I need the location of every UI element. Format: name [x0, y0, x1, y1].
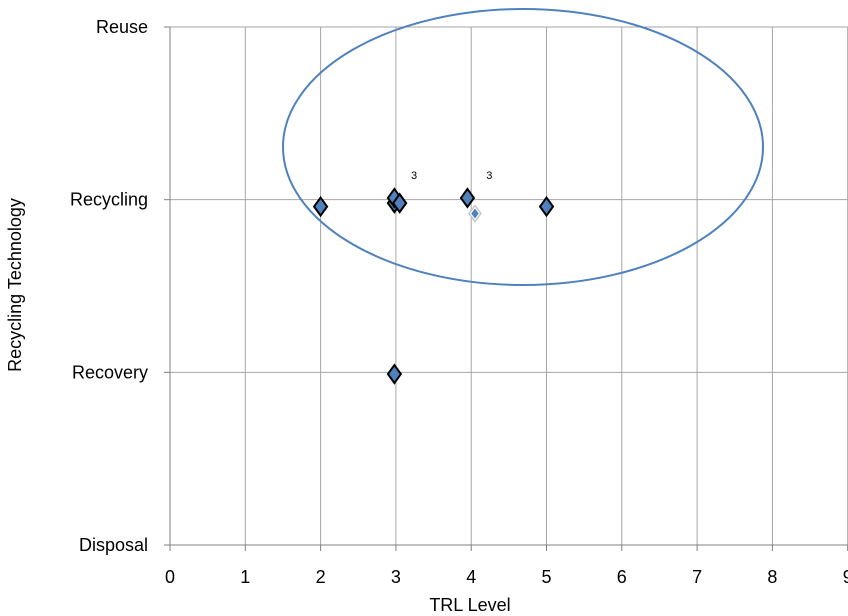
y-tick-label: Recovery — [72, 362, 148, 382]
data-points — [312, 187, 555, 385]
gridlines — [170, 26, 848, 545]
data-point — [538, 195, 555, 218]
y-axis-title: Recycling Technology — [5, 198, 25, 372]
x-tick-label: 5 — [541, 567, 551, 587]
data-point — [391, 192, 408, 214]
annotation-label: 3 — [411, 170, 417, 182]
x-tick-label: 2 — [316, 567, 326, 587]
data-point — [312, 195, 329, 218]
x-tick-labels: 0 1 2 3 4 5 6 7 8 9 — [165, 567, 848, 587]
data-point — [459, 187, 476, 209]
y-tick-label: Reuse — [96, 17, 148, 37]
y-tick-labels: Disposal Recovery Recycling Reuse — [70, 17, 148, 555]
axes — [164, 26, 848, 551]
x-axis-title: TRL Level — [429, 595, 510, 615]
data-point — [471, 208, 479, 219]
x-tick-label: 8 — [767, 567, 777, 587]
x-tick-label: 0 — [165, 567, 175, 587]
cluster-ellipse — [282, 8, 764, 286]
data-point — [386, 363, 403, 385]
x-tick-label: 4 — [466, 567, 476, 587]
x-tick-label: 1 — [240, 567, 250, 587]
x-tick-label: 7 — [692, 567, 702, 587]
x-tick-label: 9 — [843, 567, 848, 587]
y-tick-label: Disposal — [79, 535, 148, 555]
annotation-label: 3 — [486, 170, 492, 182]
x-tick-label: 3 — [391, 567, 401, 587]
y-tick-label: Recycling — [70, 190, 148, 210]
x-tick-label: 6 — [617, 567, 627, 587]
